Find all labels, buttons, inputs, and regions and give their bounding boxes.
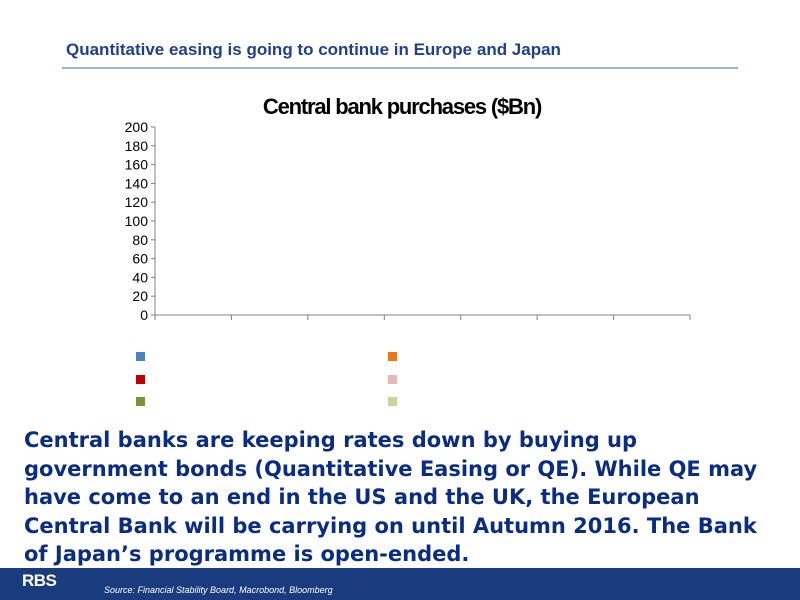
y-tick-label: 0 — [140, 307, 148, 323]
title-divider — [62, 67, 738, 69]
y-tick-label: 40 — [132, 269, 148, 285]
y-tick-label: 160 — [125, 157, 149, 173]
y-axis: 0 20 40 60 80 100 120 140 160 180 200 — [125, 119, 156, 323]
central-bank-purchases-chart: Central bank purchases ($Bn) 0 20 40 60 80 10… — [125, 94, 691, 406]
y-tick-label: 180 — [125, 138, 149, 154]
y-tick-label: 60 — [132, 251, 148, 267]
footer-bar — [0, 568, 800, 600]
legend-swatch-euro — [136, 397, 145, 406]
y-tick-label: 100 — [125, 213, 149, 229]
y-tick-label: 140 — [125, 175, 149, 191]
legend-swatch-us — [136, 352, 145, 361]
slide-title: Quantitative easing is going to continue… — [66, 40, 561, 59]
legend-swatch-euro-forecast — [388, 397, 397, 406]
legend — [136, 352, 397, 406]
y-tick-label: 20 — [132, 288, 148, 304]
legend-swatch-japan — [136, 375, 145, 384]
y-tick-label: 120 — [125, 194, 149, 210]
rbs-logo: RBS — [22, 571, 57, 590]
y-tick-label: 200 — [125, 119, 149, 135]
body-text: Central banks are keeping rates down by … — [24, 428, 758, 566]
chart-title: Central bank purchases ($Bn) — [263, 94, 542, 119]
source-note: Source: Financial Stability Board, Macro… — [104, 585, 333, 595]
legend-swatch-uk — [388, 352, 397, 361]
y-tick-label: 80 — [132, 232, 148, 248]
legend-swatch-japan-forecast — [388, 375, 397, 384]
x-axis — [154, 314, 691, 320]
